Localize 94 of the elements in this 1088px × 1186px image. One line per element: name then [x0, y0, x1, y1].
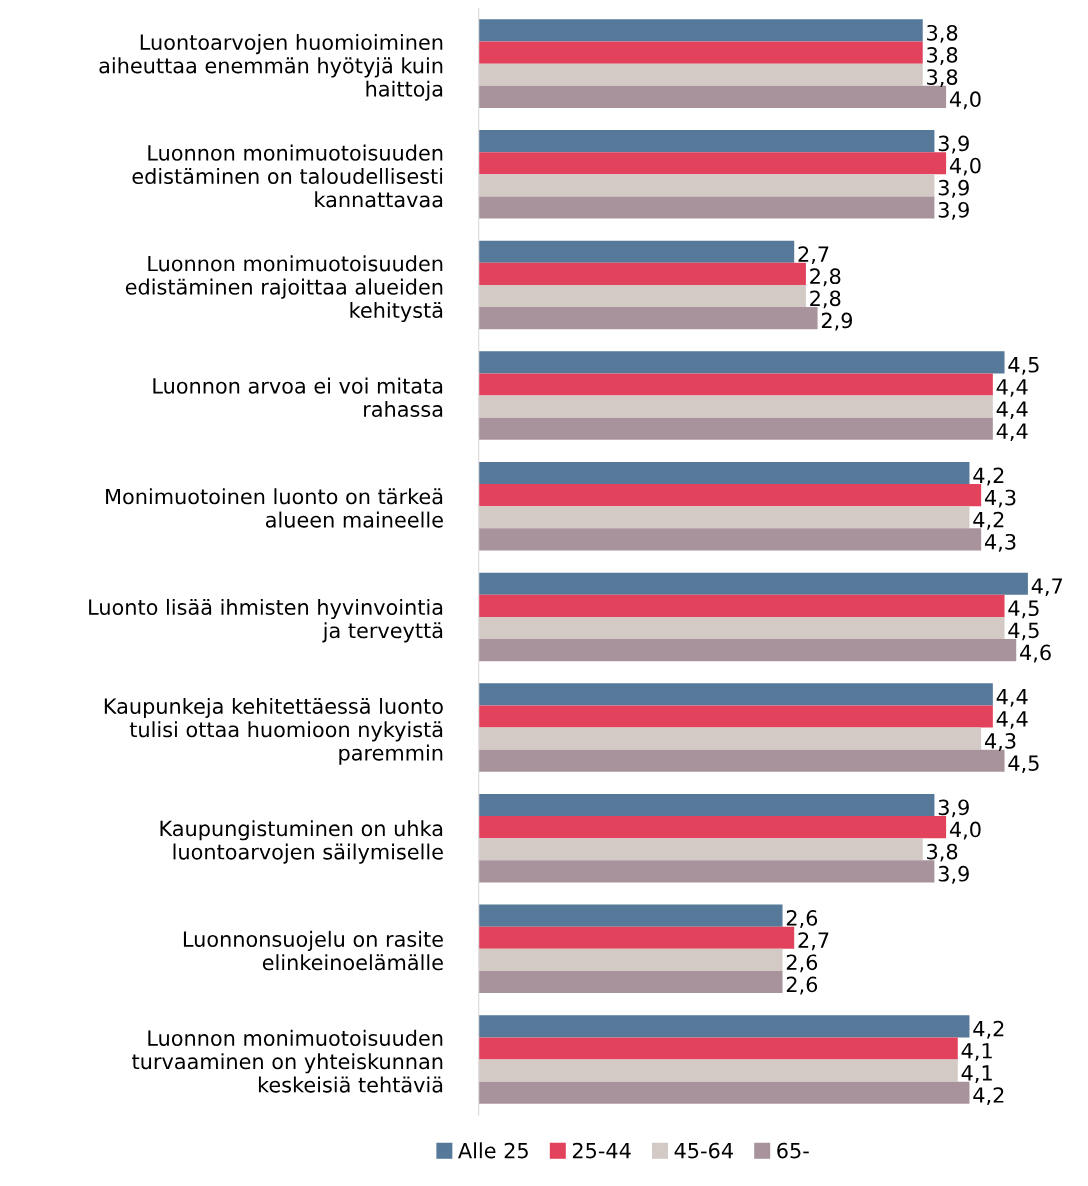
- bar: [478, 1081, 970, 1104]
- data-label: 4,2: [973, 467, 1004, 486]
- data-label: 4,2: [973, 1020, 1004, 1039]
- data-label: 4,1: [961, 1043, 992, 1061]
- bar: [478, 196, 935, 219]
- bar: [478, 307, 818, 330]
- data-label: 4,4: [996, 689, 1028, 707]
- bar: [478, 793, 935, 817]
- data-label: 4,5: [1008, 755, 1039, 774]
- bar: [478, 41, 923, 64]
- bar: [478, 461, 970, 485]
- data-label: 4,0: [949, 157, 981, 176]
- data-label: 2,6: [786, 910, 818, 928]
- bar: [478, 174, 935, 197]
- data-label: 4,0: [949, 821, 981, 840]
- legend-label: 45-64: [674, 1142, 733, 1159]
- data-label: 3,9: [938, 201, 969, 220]
- y-tick-label: Luonnon monimuotoisuuden edistäminen rajoittaa alueiden kehitystä: [125, 255, 443, 323]
- data-label: 4,4: [996, 401, 1028, 419]
- data-label: 3,8: [927, 24, 958, 43]
- y-tick-label: Luonnon arvoa ei voi mitata rahassa: [153, 377, 443, 418]
- bar: [478, 970, 783, 994]
- data-label: 3,9: [938, 865, 969, 884]
- bar: [478, 284, 806, 308]
- data-label: 4,2: [973, 511, 1004, 530]
- data-label: 4,5: [1008, 622, 1039, 641]
- bar: [478, 683, 993, 706]
- bar: [478, 240, 795, 263]
- bar: [478, 860, 935, 883]
- bar: [478, 616, 1005, 640]
- data-label: 4,1: [961, 1065, 992, 1083]
- legend-label: Alle 25: [458, 1142, 528, 1159]
- data-label: 2,6: [786, 954, 818, 973]
- bar: [478, 594, 1005, 617]
- data-label: 2,6: [786, 976, 818, 995]
- data-label: 4,7: [1031, 578, 1063, 597]
- y-tick-label: Luontoarvojen huomioiminen aiheuttaa enemmän hyötyjä kuin haittoja: [99, 33, 443, 101]
- data-label: 4,5: [1008, 600, 1039, 619]
- bar: [478, 19, 923, 42]
- bar: [478, 85, 947, 108]
- bar: [478, 816, 947, 839]
- bar: [478, 506, 970, 529]
- data-label: 4,5: [1008, 357, 1039, 375]
- data-label: 4,3: [984, 533, 1016, 552]
- bar: [478, 484, 982, 507]
- data-label: 3,8: [927, 843, 958, 862]
- bar: [478, 528, 982, 551]
- y-tick-label: Luonnon monimuotoisuuden turvaaminen on yhteiskunnan keskeisiä tehtäviä: [132, 1029, 443, 1093]
- data-label: 3,8: [927, 47, 958, 65]
- bar: [478, 130, 935, 153]
- data-label: 4,2: [973, 1087, 1004, 1106]
- bar: [478, 152, 947, 175]
- bar: [478, 749, 1005, 772]
- data-label: 2,9: [821, 312, 853, 331]
- bar: [478, 926, 795, 949]
- data-label: 4,3: [984, 489, 1016, 508]
- y-tick-label: Kaupungistuminen on uhka luontoarvojen säilymiselle: [160, 820, 443, 864]
- data-label: 2,8: [810, 290, 841, 309]
- y-tick-label: Luonto lisää ihmisten hyvinvointia ja terveyttä: [89, 598, 443, 643]
- bar: [478, 904, 783, 927]
- y-tick-label: Kaupunkeja kehitettäessä luonto tulisi ottaa huomioon nykyistä paremmin: [104, 697, 443, 765]
- data-label: 4,3: [984, 733, 1016, 751]
- bar: [478, 395, 993, 418]
- data-label: 4,0: [949, 91, 981, 110]
- bar: [478, 351, 1005, 374]
- bar: [478, 373, 993, 396]
- bar: [478, 1015, 970, 1038]
- bar: [478, 1037, 958, 1060]
- data-label: 2,7: [798, 932, 829, 951]
- data-label: 3,8: [927, 69, 958, 88]
- bar: [478, 727, 982, 750]
- data-label: 3,9: [938, 179, 969, 198]
- bar: [478, 838, 923, 861]
- bar: [478, 948, 783, 971]
- y-tick-label: Luonnonsuojelu on rasite elinkeinoelämälle: [183, 930, 443, 971]
- bar: [478, 639, 1017, 662]
- y-tick-label: Monimuotoinen luonto on tärkeä alueen maineelle: [106, 488, 443, 528]
- data-label: 4,4: [996, 423, 1028, 442]
- data-label: 3,9: [938, 799, 969, 818]
- legend-label: 25-44: [572, 1142, 631, 1159]
- data-label: 4,4: [996, 711, 1028, 729]
- data-label: 3,9: [938, 135, 969, 154]
- data-label: 2,8: [810, 268, 841, 287]
- bar: [478, 572, 1028, 595]
- bar: [478, 262, 806, 285]
- bar: [478, 417, 993, 440]
- bar: [478, 1059, 958, 1082]
- bar: [478, 705, 993, 728]
- bar: [478, 63, 923, 86]
- data-label: 2,7: [798, 246, 829, 265]
- data-label: 4,4: [996, 379, 1028, 397]
- y-tick-label: Luonnon monimuotoisuuden edistäminen on taloudellisesti kannattavaa: [132, 144, 443, 208]
- data-label: 4,6: [1020, 644, 1051, 663]
- legend-label: 65-: [777, 1142, 809, 1159]
